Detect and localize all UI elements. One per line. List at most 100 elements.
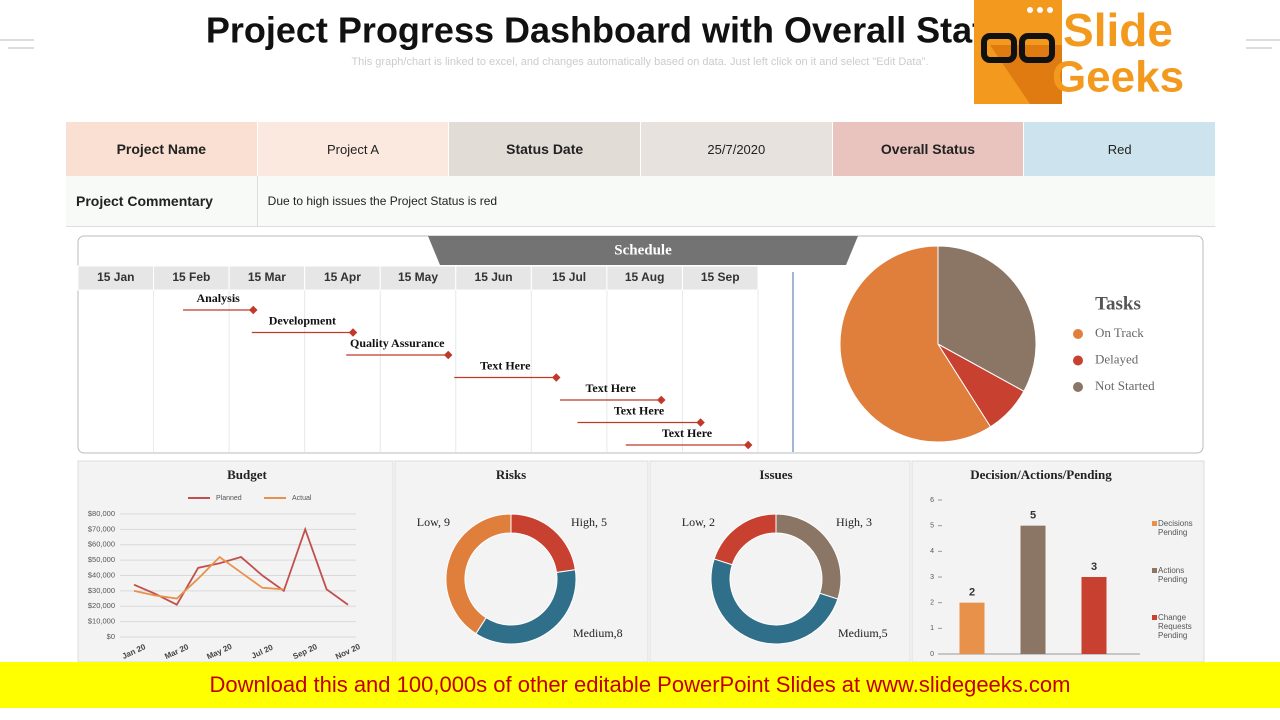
task-end (443, 350, 453, 360)
task-label: Development (269, 313, 336, 327)
legend-label: Actual (292, 495, 312, 502)
y-tick-label: $80,000 (88, 509, 115, 518)
logo-glasses (981, 33, 1017, 63)
legend-swatch (1073, 382, 1083, 392)
legend-label: Actions Pending (1158, 566, 1188, 584)
x-tick-label: 15 Feb (172, 270, 210, 284)
pie-slice (839, 245, 992, 443)
y-tick-label: $0 (107, 632, 115, 641)
legend-swatch (1152, 615, 1157, 620)
table-cell: Project A (257, 122, 450, 176)
logo-dot (1047, 7, 1053, 13)
y-tick-label: $60,000 (88, 540, 115, 549)
y-tick-label: 5 (930, 523, 934, 530)
y-tick-label: 1 (930, 625, 934, 632)
table-cell: Project Name (66, 122, 258, 176)
chart-title: Risks (496, 467, 526, 482)
table-cell: Overall Status (832, 122, 1025, 176)
data-label: Low, 2 (682, 515, 715, 529)
legend-title: Tasks (1095, 293, 1141, 314)
legend-label: Delayed (1095, 351, 1139, 366)
legend-swatch (1152, 568, 1157, 573)
line-series (133, 555, 284, 600)
donut-slice (710, 558, 839, 645)
y-tick-label: $20,000 (88, 601, 115, 610)
task-end (743, 440, 753, 450)
task-end (696, 418, 705, 427)
banner (0, 662, 1280, 708)
logo-text: Geeks (1052, 53, 1184, 102)
x-tick-label: 15 Aug (625, 270, 665, 284)
task-end (249, 305, 258, 315)
data-label: 3 (1091, 561, 1097, 573)
task-label: Text Here (586, 381, 637, 395)
task-label: Text Here (480, 358, 531, 372)
table-cell: Red (1024, 122, 1216, 176)
y-tick-label: $50,000 (88, 555, 115, 564)
bar (1020, 525, 1046, 654)
data-label: High, 5 (571, 515, 607, 529)
task-label: Quality Assurance (350, 336, 445, 350)
task-end (657, 395, 666, 405)
y-tick-label: 4 (930, 548, 934, 555)
legend-swatch (1073, 355, 1083, 366)
panel (77, 460, 394, 663)
donut-slice (713, 513, 777, 566)
x-tick-label: 15 May (398, 270, 438, 284)
data-label: High, 3 (836, 515, 872, 529)
y-tick-label: $40,000 (88, 570, 115, 579)
donut-slice (445, 513, 512, 635)
logo-dot (1027, 7, 1033, 13)
table-cell: Project Commentary (66, 176, 258, 227)
bar (959, 602, 985, 654)
logo-glasses (1019, 33, 1055, 63)
x-tick-label: 15 Jun (475, 270, 513, 284)
x-tick-cell (606, 265, 683, 291)
y-tick-label: 0 (930, 651, 934, 658)
x-tick-cell (153, 265, 230, 291)
x-tick-label: 15 Jan (97, 270, 134, 284)
table-cell: Status Date (449, 122, 641, 176)
x-tick-label: 15 Sep (701, 270, 740, 284)
chart-title: Schedule (614, 242, 672, 258)
logo-dot (1037, 7, 1043, 13)
task-end (348, 328, 358, 337)
data-label: 5 (1030, 510, 1036, 522)
banner-text: Download this and 100,000s of other edit… (210, 672, 1071, 697)
task-label: Analysis (196, 291, 240, 305)
y-tick-label: 3 (930, 574, 934, 581)
subtitle: This graph/chart is linked to excel, and… (351, 56, 928, 68)
legend-label: Change Requests Pending (1158, 613, 1192, 640)
x-tick-cell (681, 265, 759, 291)
y-tick-label: $10,000 (88, 617, 115, 626)
x-tick-label: 15 Jul (552, 270, 586, 284)
x-tick-label: 15 Mar (248, 270, 286, 284)
task-label: Text Here (614, 403, 665, 417)
legend-label: On Track (1095, 325, 1144, 340)
y-tick-label: $30,000 (88, 586, 115, 595)
legend-label: Planned (216, 495, 242, 502)
line-series (133, 526, 349, 606)
task-end (552, 373, 561, 382)
data-label: 2 (969, 587, 975, 599)
legend-label: Decisions Pending (1158, 519, 1193, 537)
chart-title: Budget (227, 467, 267, 482)
chart-title: Decision/Actions/Pending (970, 467, 1112, 482)
bar (1081, 577, 1107, 654)
y-tick-label: $70,000 (88, 524, 115, 533)
table-cell: Due to high issues the Project Status is… (257, 176, 1216, 227)
data-label: Medium,5 (838, 626, 888, 640)
y-tick-label: 6 (930, 497, 934, 504)
logo-text: Slide (1063, 4, 1173, 56)
x-tick-cell (77, 265, 155, 291)
chart-title: Issues (759, 467, 792, 482)
data-label: Medium,8 (573, 626, 623, 640)
legend-swatch (1073, 329, 1083, 339)
pie-slice (937, 245, 1037, 392)
y-tick-label: 2 (930, 600, 934, 607)
data-label: Low, 9 (417, 515, 450, 529)
task-label: Text Here (662, 426, 713, 440)
legend-label: Not Started (1095, 378, 1155, 393)
